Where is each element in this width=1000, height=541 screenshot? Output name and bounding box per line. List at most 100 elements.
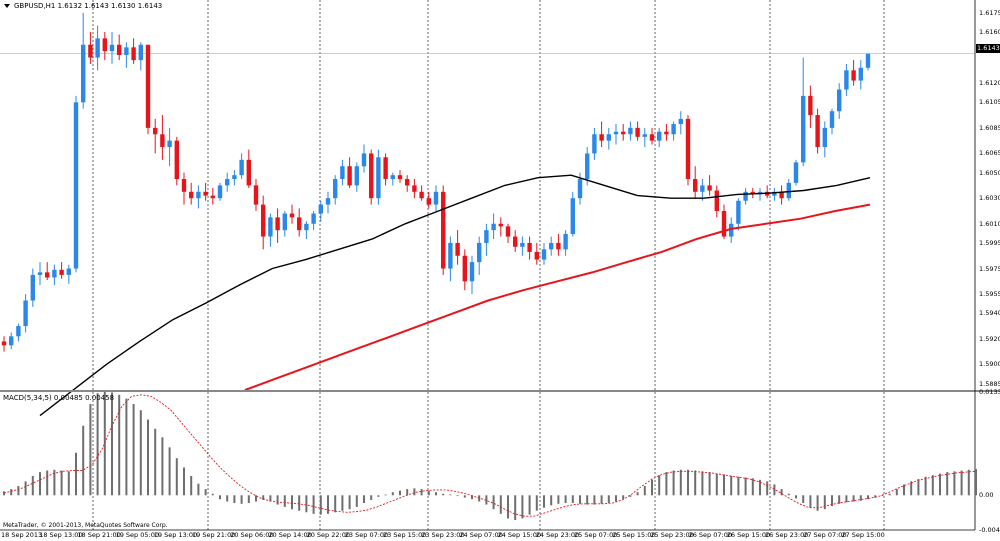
candle-body xyxy=(685,118,691,180)
macd-bar xyxy=(838,495,841,504)
candle-body xyxy=(340,166,345,180)
candle-body xyxy=(441,191,446,269)
macd-bar xyxy=(175,458,178,496)
macd-bar xyxy=(665,472,668,496)
macd-bar xyxy=(3,491,5,496)
price-tick-label: 1.5900 xyxy=(979,360,1000,369)
candle-body xyxy=(484,230,489,243)
macd-title: MACD(5,34,5) 0.00485 0.00458 xyxy=(3,394,115,402)
candle-body xyxy=(851,70,856,81)
macd-bar xyxy=(924,476,927,496)
macd-bar xyxy=(960,470,963,496)
candle-body xyxy=(153,127,158,135)
macd-bar xyxy=(197,483,200,496)
macd-bar xyxy=(737,476,740,496)
candle-body xyxy=(815,115,820,148)
macd-bar xyxy=(615,495,617,502)
price-tick-label: 1.6105 xyxy=(979,98,1000,107)
candle-body xyxy=(750,191,755,195)
price-tick-label: 1.5995 xyxy=(979,238,1000,247)
candle-body xyxy=(448,242,453,269)
candle-body xyxy=(822,127,827,148)
macd-bar xyxy=(168,447,171,496)
macd-bar xyxy=(931,475,934,496)
macd-bar xyxy=(420,489,423,496)
candle-body xyxy=(333,179,338,199)
candle-body xyxy=(297,217,302,231)
macd-bar xyxy=(89,404,92,496)
macd-bar xyxy=(291,495,293,510)
candle-body xyxy=(736,200,741,224)
candle-body xyxy=(577,179,583,199)
macd-bar xyxy=(233,495,236,504)
macd-bar xyxy=(463,495,466,498)
time-tick-label: 19 Sep 13:00 xyxy=(153,531,198,539)
macd-bar xyxy=(759,479,761,496)
macd-bar xyxy=(694,470,697,496)
macd-bar xyxy=(535,495,538,511)
candle-body xyxy=(801,95,806,163)
macd-bar xyxy=(370,495,373,500)
time-tick-label: 18 Sep 13:00 xyxy=(39,531,83,539)
candle-body xyxy=(657,131,662,141)
candle-body xyxy=(477,242,482,263)
symbol-title: GBPUSD,H1 1.6132 1.6143 1.6130 1.6143 xyxy=(14,2,163,10)
macd-bar xyxy=(226,495,229,502)
time-tick-label: 26 Sep 15:00 xyxy=(726,531,771,539)
candle-body xyxy=(491,223,496,231)
macd-bar xyxy=(413,488,416,496)
macd-bar xyxy=(31,475,34,496)
time-tick-label: 23 Sep 23:00 xyxy=(421,531,465,539)
candle-body xyxy=(693,179,698,192)
macd-bar xyxy=(514,495,517,521)
macd-bar xyxy=(831,495,833,507)
macd-bar xyxy=(190,475,193,496)
candle-body xyxy=(397,175,403,180)
candle-body xyxy=(793,162,799,183)
macd-bar xyxy=(910,481,913,496)
macd-bar xyxy=(96,393,99,496)
time-tick-label: 27 Sep 15:00 xyxy=(841,531,885,539)
candle-body xyxy=(246,159,251,186)
macd-bar xyxy=(154,428,157,496)
candle-body xyxy=(649,134,655,141)
candle-body xyxy=(455,242,460,256)
candle-body xyxy=(426,198,431,205)
macd-bar xyxy=(334,495,337,513)
time-tick-label: 25 Sep 07:00 xyxy=(574,531,618,539)
macd-bar xyxy=(111,392,113,496)
macd-bar xyxy=(60,470,63,496)
candle-body xyxy=(844,70,849,90)
candle-body xyxy=(498,223,503,227)
dropdown-arrow-icon[interactable] xyxy=(4,4,10,8)
candle-body xyxy=(635,127,640,137)
candle-body xyxy=(549,242,554,250)
macd-bar xyxy=(75,452,77,496)
macd-bar xyxy=(975,469,977,496)
macd-bar xyxy=(327,495,329,514)
macd-bar xyxy=(939,473,941,496)
candle-body xyxy=(405,179,410,186)
candle-body xyxy=(354,166,359,186)
macd-bar xyxy=(564,495,567,504)
price-tick-label: 1.5955 xyxy=(979,290,1000,299)
candle-body xyxy=(239,159,244,176)
time-tick-label: 18 Sep 21:00 xyxy=(77,531,121,539)
candle-body xyxy=(527,242,532,252)
time-tick-label: 25 Sep 23:00 xyxy=(650,531,694,539)
candle-body xyxy=(203,191,208,196)
macd-bar xyxy=(730,475,733,496)
macd-bar xyxy=(895,489,898,496)
macd-bar xyxy=(701,471,704,496)
candle-body xyxy=(225,179,230,186)
candle-body xyxy=(217,185,223,199)
macd-bar xyxy=(528,495,531,515)
macd-bar xyxy=(658,475,661,496)
macd-bar xyxy=(802,495,805,504)
macd-bar xyxy=(492,495,495,510)
candle-body xyxy=(189,191,194,199)
time-tick-label: 20 Sep 14:00 xyxy=(268,531,312,539)
candle-body xyxy=(45,272,50,278)
